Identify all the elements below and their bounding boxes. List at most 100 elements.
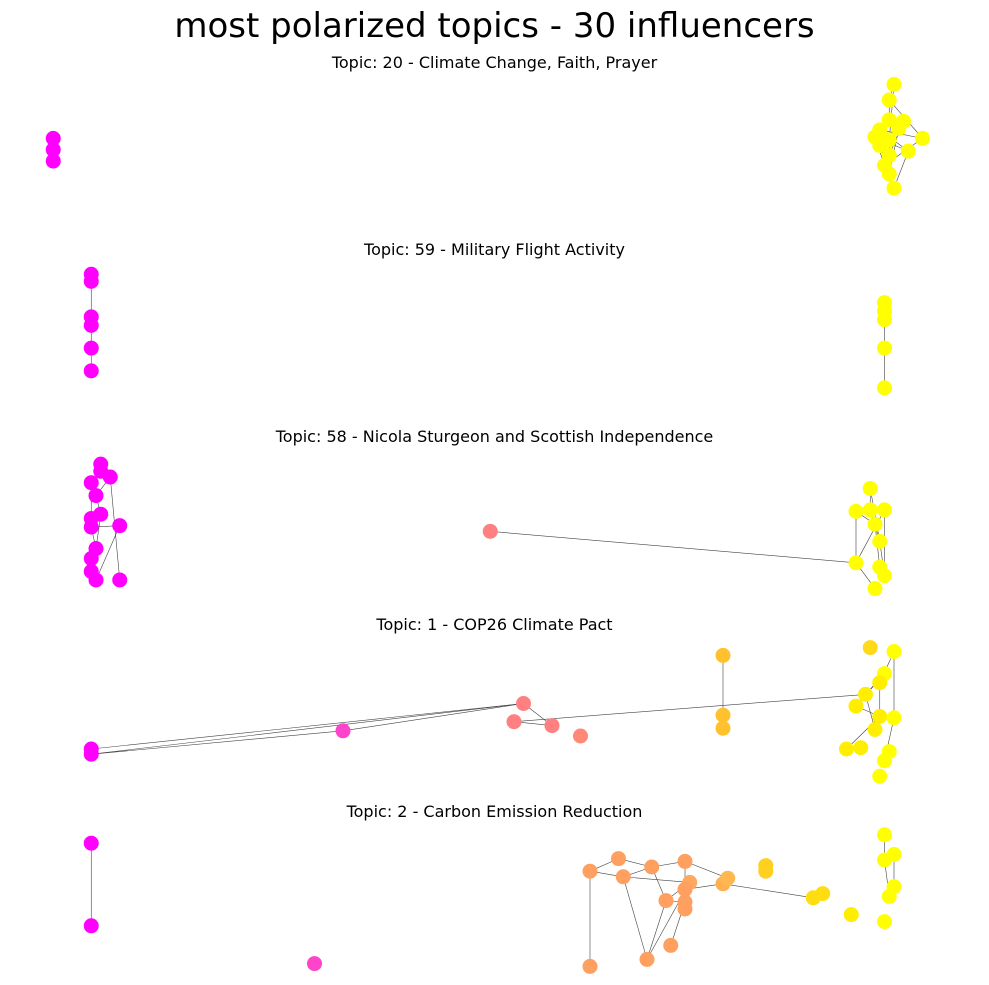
network-node — [805, 890, 821, 906]
network-node — [839, 741, 854, 757]
network-node — [715, 707, 731, 723]
network-node — [853, 740, 869, 756]
panel-topic-58: Topic: 58 - Nicola Sturgeon and Scottish… — [83, 427, 892, 597]
network-node — [891, 120, 907, 136]
network-node — [677, 881, 693, 897]
panel-title: Topic: 58 - Nicola Sturgeon and Scottish… — [275, 427, 714, 446]
network-node — [83, 273, 99, 289]
network-node — [872, 137, 888, 153]
network-node — [83, 551, 99, 567]
network-node — [112, 572, 128, 588]
network-node — [877, 502, 892, 518]
panel-title: Topic: 59 - Military Flight Activity — [363, 240, 625, 259]
network-node — [877, 852, 892, 868]
network-node — [715, 647, 731, 663]
network-edge — [684, 861, 728, 879]
network-node — [88, 488, 104, 504]
network-edge — [342, 703, 524, 732]
figure-title: most polarized topics - 30 influencers — [174, 6, 814, 46]
network-node — [881, 166, 897, 182]
node-layer — [83, 640, 902, 784]
network-node — [848, 698, 864, 714]
network-node — [872, 533, 888, 549]
network-node — [83, 317, 99, 333]
network-node — [886, 180, 902, 196]
panel-topic-20: Topic: 20 - Climate Change, Faith, Praye… — [45, 53, 930, 196]
network-edge — [513, 694, 866, 722]
network-node — [915, 130, 930, 146]
network-node — [877, 380, 892, 396]
network-node — [715, 720, 731, 736]
node-layer — [83, 266, 892, 396]
network-edge — [722, 883, 814, 899]
network-node — [88, 572, 104, 588]
node-layer — [83, 456, 892, 597]
network-node — [83, 340, 99, 356]
network-node — [886, 76, 902, 92]
network-node — [45, 130, 61, 146]
network-edge — [95, 525, 121, 581]
network-node — [516, 696, 531, 711]
network-node — [858, 686, 873, 702]
network-node — [886, 644, 902, 659]
network-node — [877, 753, 892, 769]
network-edge — [490, 531, 857, 564]
network-edge — [646, 900, 667, 960]
network-node — [877, 312, 892, 328]
network-node — [544, 718, 560, 734]
network-node — [615, 869, 631, 885]
network-edge — [622, 876, 648, 960]
network-edge — [91, 730, 344, 755]
network-node — [877, 568, 892, 584]
network-node — [83, 918, 99, 934]
network-node — [573, 728, 588, 744]
network-node — [482, 523, 498, 539]
network-node — [83, 835, 99, 851]
panel-topic-59: Topic: 59 - Military Flight Activity — [83, 240, 892, 396]
node-layer — [83, 827, 902, 974]
network-node — [900, 143, 916, 159]
network-node — [83, 363, 99, 379]
network-node — [582, 863, 598, 879]
network-node — [663, 937, 679, 953]
network-node — [83, 746, 99, 762]
network-node — [582, 958, 598, 974]
network-node — [843, 907, 859, 923]
panel-title: Topic: 1 - COP26 Climate Pact — [375, 615, 612, 634]
network-node — [45, 153, 61, 169]
node-layer — [45, 76, 930, 196]
network-node — [83, 475, 99, 491]
network-node — [611, 851, 626, 867]
network-node — [881, 92, 897, 108]
network-node — [872, 768, 888, 784]
network-node — [877, 340, 892, 356]
network-node — [112, 518, 128, 534]
network-node — [720, 870, 736, 886]
network-node — [677, 901, 693, 917]
network-node — [506, 714, 522, 730]
network-node — [881, 888, 897, 904]
network-node — [872, 675, 888, 691]
panel-topic-1: Topic: 1 - COP26 Climate Pact — [83, 615, 902, 784]
panel-title: Topic: 20 - Climate Change, Faith, Praye… — [331, 53, 658, 72]
network-node — [862, 502, 878, 518]
network-node — [83, 519, 99, 535]
network-node — [867, 516, 883, 532]
network-node — [867, 722, 883, 737]
network-node — [335, 723, 351, 739]
network-node — [307, 956, 322, 972]
network-edge — [888, 84, 895, 140]
network-node — [848, 555, 864, 571]
network-node — [644, 859, 660, 875]
network-node — [862, 640, 878, 656]
network-node — [677, 853, 693, 869]
network-edge — [623, 876, 690, 883]
network-node — [862, 480, 878, 496]
network-node — [877, 827, 892, 843]
panel-topic-2: Topic: 2 - Carbon Emission Reduction — [83, 802, 902, 974]
network-edge — [91, 703, 524, 750]
network-node — [867, 581, 883, 597]
network-edge — [91, 703, 524, 755]
